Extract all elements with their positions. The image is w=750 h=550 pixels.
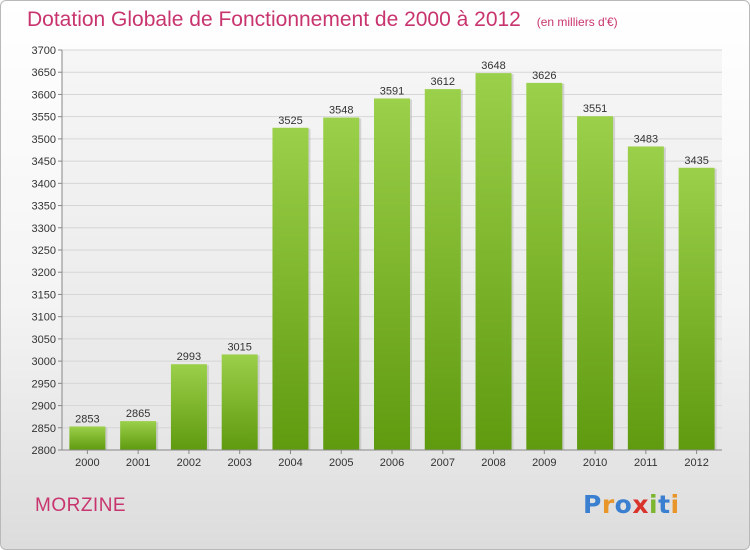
chart-subtitle: (en milliers d'€) bbox=[536, 15, 618, 29]
bar bbox=[424, 89, 461, 450]
x-tick-label: 2006 bbox=[380, 457, 404, 469]
logo-letter: x bbox=[632, 490, 649, 519]
x-tick-label: 2000 bbox=[75, 457, 99, 469]
bar bbox=[120, 421, 157, 450]
x-tick-label: 2008 bbox=[481, 457, 505, 469]
x-tick-label: 2004 bbox=[278, 457, 302, 469]
x-tick-label: 2005 bbox=[329, 457, 353, 469]
x-tick-label: 2012 bbox=[684, 457, 708, 469]
commune-name: MORZINE bbox=[35, 495, 127, 516]
y-tick-label: 2900 bbox=[32, 401, 56, 413]
axes: 2800 2850 2900 2950 3000 3050 3100 3150 3200 3250… bbox=[32, 45, 722, 469]
chart-title: Dotation Globale de Fonctionnement de 20… bbox=[27, 8, 618, 32]
y-tick-label: 3600 bbox=[32, 89, 56, 101]
bar-value-label: 3551 bbox=[583, 103, 607, 115]
x-tick-label: 2010 bbox=[583, 457, 607, 469]
bar-value-label: 2853 bbox=[75, 413, 99, 425]
y-tick-label: 3550 bbox=[32, 112, 56, 124]
x-tick-label: 2009 bbox=[532, 457, 556, 469]
y-tick-label: 3500 bbox=[32, 134, 56, 146]
y-tick-label: 2800 bbox=[32, 445, 56, 457]
bar-value-label: 3525 bbox=[278, 115, 302, 127]
y-tick-label: 2950 bbox=[32, 378, 56, 390]
bar-value-label: 3612 bbox=[431, 76, 455, 88]
bar-value-label: 3483 bbox=[634, 133, 658, 145]
x-tick-label: 2001 bbox=[126, 457, 150, 469]
proxiti-logo: Proxiti bbox=[583, 490, 680, 519]
x-tick-label: 2003 bbox=[227, 457, 251, 469]
logo-letter: r bbox=[601, 490, 615, 519]
y-tick-label: 3150 bbox=[32, 289, 56, 301]
logo-letter: P bbox=[583, 490, 602, 519]
bar bbox=[577, 116, 614, 450]
bar bbox=[526, 82, 563, 450]
logo-letter: t bbox=[658, 490, 671, 519]
logo-letter: i bbox=[649, 490, 659, 519]
y-tick-label: 3050 bbox=[32, 334, 56, 346]
bar-value-label: 3648 bbox=[481, 60, 505, 72]
logo-letter: o bbox=[614, 490, 633, 519]
bar bbox=[374, 98, 410, 450]
bar bbox=[323, 117, 360, 451]
bar-value-label: 2865 bbox=[126, 408, 150, 420]
y-tick-label: 3650 bbox=[32, 67, 56, 79]
y-tick-label: 3700 bbox=[32, 45, 56, 57]
y-tick-label: 3400 bbox=[32, 178, 56, 190]
y-tick-label: 3350 bbox=[32, 201, 56, 213]
bar bbox=[627, 146, 664, 450]
bar bbox=[475, 73, 512, 450]
bar-value-label: 3015 bbox=[227, 341, 251, 353]
bar-value-label: 3435 bbox=[684, 155, 708, 167]
x-tick-label: 2007 bbox=[431, 457, 455, 469]
bar-value-label: 3591 bbox=[380, 85, 404, 97]
bar bbox=[170, 364, 207, 450]
x-tick-label: 2002 bbox=[177, 457, 201, 469]
bar bbox=[678, 167, 715, 450]
bar-value-label: 3626 bbox=[532, 70, 556, 82]
y-tick-label: 3300 bbox=[32, 223, 56, 235]
logo-letter: i bbox=[670, 490, 680, 519]
bar bbox=[69, 426, 106, 450]
y-tick-label: 2850 bbox=[32, 423, 56, 435]
bar-value-label: 3548 bbox=[329, 105, 353, 117]
bars: 2853 2865 2993 3015 3525 3548 3591 3612 3648 3626… bbox=[69, 60, 717, 451]
bar-value-label: 2993 bbox=[177, 351, 201, 363]
y-tick-label: 3200 bbox=[32, 267, 56, 279]
y-tick-label: 3250 bbox=[32, 245, 56, 257]
bar bbox=[221, 354, 258, 450]
chart-title-text: Dotation Globale de Fonctionnement de 20… bbox=[27, 8, 521, 31]
x-tick-label: 2011 bbox=[634, 457, 658, 469]
y-tick-label: 3000 bbox=[32, 356, 56, 368]
bar bbox=[272, 127, 309, 451]
y-tick-label: 3100 bbox=[32, 312, 56, 324]
y-tick-label: 3450 bbox=[32, 156, 56, 168]
